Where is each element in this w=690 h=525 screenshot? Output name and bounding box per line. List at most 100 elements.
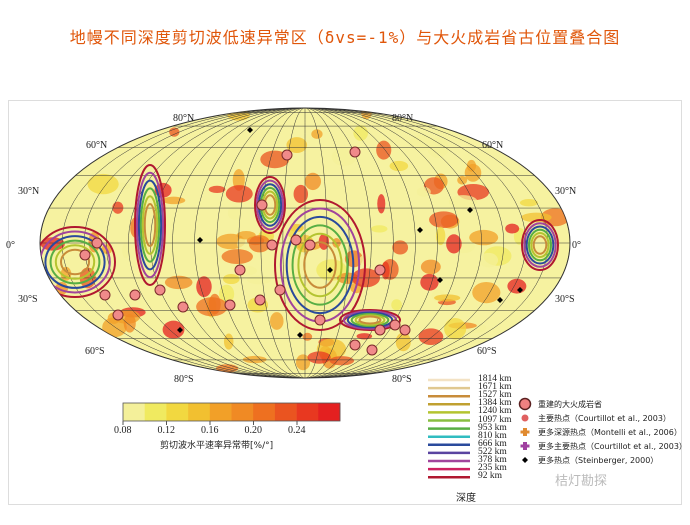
anomaly-patch — [311, 129, 323, 139]
figure-frame — [8, 100, 682, 505]
depth-contour — [350, 312, 390, 328]
watermark: 桔灯勘探 — [555, 474, 608, 489]
latitude-label: 80°S — [174, 374, 194, 385]
lip-marker — [79, 249, 91, 261]
anomaly-patch — [479, 252, 499, 268]
colorbar-cell — [123, 403, 145, 421]
colorbar-cell — [274, 403, 297, 421]
depth-legend-label: 666 km — [478, 438, 507, 449]
colorbar-tick-label: 0.16 — [201, 425, 219, 436]
latitude-label: 80°N — [173, 113, 195, 124]
colorbar-cell — [231, 403, 254, 421]
latitude-label: 60°S — [85, 346, 105, 357]
anomaly-patch — [395, 332, 411, 352]
hotspot-marker — [517, 287, 523, 293]
colorbar-cell — [253, 403, 276, 421]
colorbar-tick-label: 0.20 — [244, 425, 263, 436]
symbol-legend-label: 重建的大火成岩省 — [538, 400, 602, 409]
anomaly-patch — [112, 201, 124, 214]
anomaly-patch — [123, 313, 136, 333]
anomaly-patch — [446, 234, 462, 254]
colorbar-cell — [209, 403, 232, 421]
anomaly-patch — [444, 317, 467, 340]
lip-marker — [290, 234, 302, 246]
anomaly-patch — [376, 140, 392, 160]
anomaly-patch — [208, 185, 226, 194]
depth-legend-label: 810 km — [478, 430, 507, 441]
anomaly-patch — [169, 127, 180, 137]
lip-marker — [224, 299, 236, 311]
anomaly-patch — [122, 242, 131, 259]
depth-contour — [143, 203, 157, 247]
anomaly-patch — [248, 235, 271, 253]
hotspot-marker — [177, 327, 183, 333]
anomaly-patch — [318, 233, 329, 250]
hotspot-diamond-icon — [522, 457, 528, 463]
depth-contour — [358, 315, 382, 325]
colorbar-tick-label: 0.24 — [288, 425, 306, 436]
latitude-label: 30°S — [18, 294, 38, 305]
anomaly-patch — [162, 196, 186, 205]
depth-legend-label: 378 km — [478, 455, 507, 465]
hotspot-circle-icon — [521, 414, 529, 422]
depth-contour — [137, 179, 163, 271]
lip-marker — [399, 324, 411, 336]
latitude-label: 80°S — [392, 374, 412, 385]
anomaly-patch — [505, 223, 520, 234]
symbol-legend-label: 更多热点（Steinberger, 2000） — [538, 456, 659, 465]
lip-marker — [256, 199, 268, 211]
depth-contour — [528, 228, 552, 262]
anomaly-patch — [295, 354, 311, 371]
hotspot-marker — [327, 267, 333, 273]
lip-marker — [304, 239, 316, 251]
hotspot-marker — [417, 227, 423, 233]
anomaly-patch — [222, 274, 240, 285]
depth-contour — [60, 248, 90, 276]
latitude-label: 30°N — [555, 186, 577, 197]
colorbar-border — [122, 402, 341, 422]
lip-marker — [281, 149, 293, 161]
latitude-label: 30°S — [555, 294, 575, 305]
orange-cross-icon — [520, 428, 530, 436]
depth-contour — [40, 226, 116, 298]
lip-marker — [129, 289, 141, 301]
anomaly-patch — [469, 229, 499, 246]
colorbar-tick-label: 0.12 — [157, 425, 176, 436]
depth-legend-label: 953 km — [478, 422, 507, 433]
depth-contour — [303, 241, 337, 289]
latitude-label: 0° — [572, 240, 581, 251]
anomaly-patch — [242, 355, 267, 364]
lip-marker — [314, 314, 326, 326]
lip-marker — [99, 289, 111, 301]
lip-marker — [349, 146, 361, 158]
depth-legend-label: 1240 km — [478, 406, 512, 417]
latitude-label: 30°N — [18, 186, 40, 197]
colorbar-cell — [188, 403, 211, 421]
latitude-label: 60°N — [86, 140, 108, 151]
anomaly-patch — [519, 199, 538, 207]
symbol-legend-label: 更多主要热点（Courtillot et al., 2003） — [538, 442, 687, 451]
anomaly-patch — [464, 163, 482, 182]
purple-cross-icon — [520, 442, 530, 450]
depth-legend-label: 1384 km — [478, 398, 512, 409]
depth-contour — [297, 232, 343, 298]
anomaly-patch — [236, 230, 256, 240]
lip-marker — [274, 284, 286, 296]
depth-contour — [523, 222, 557, 268]
anomaly-patch — [377, 194, 386, 214]
lip-marker — [254, 294, 266, 306]
depth-legend-label: 1527 km — [478, 390, 512, 401]
latitude-label: 60°N — [482, 140, 504, 151]
latitude-label: 80°N — [392, 113, 414, 124]
depth-contour — [285, 215, 355, 315]
depth-contour — [354, 314, 386, 326]
latitude-label: 60°S — [477, 346, 497, 357]
hotspot-marker — [297, 332, 303, 338]
anomaly-patch — [304, 172, 322, 191]
lip-legend-icon — [518, 397, 532, 411]
depth-contour — [134, 164, 166, 286]
anomaly-patch — [269, 312, 284, 330]
anomaly-patch — [196, 276, 212, 297]
depth-legend-label: 92 km — [478, 471, 503, 482]
